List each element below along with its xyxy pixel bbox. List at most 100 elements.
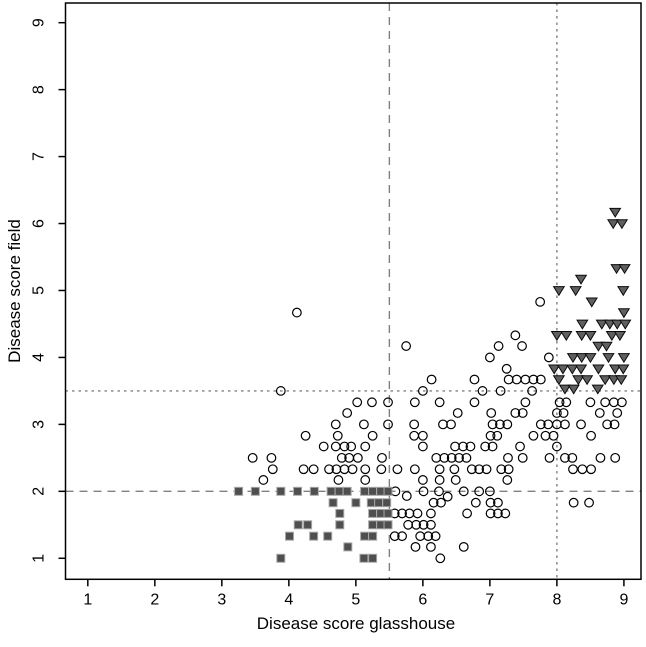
data-point-circle	[520, 374, 531, 385]
data-point-triangle	[591, 384, 604, 395]
y-tick-label: 5	[31, 286, 48, 295]
data-point-circle	[584, 497, 594, 508]
data-point-circle	[401, 341, 412, 351]
data-point-triangle	[574, 364, 588, 375]
data-point-circle	[360, 464, 371, 475]
data-point-square	[309, 531, 319, 541]
data-point-circle	[554, 397, 565, 408]
data-point-triangle	[602, 353, 615, 364]
data-point-triangle	[613, 331, 627, 342]
data-point-square	[303, 520, 313, 530]
data-point-triangle	[572, 375, 585, 386]
data-point-circle	[469, 374, 480, 385]
data-point-circle	[418, 519, 429, 530]
data-point-square	[360, 486, 370, 496]
data-point-triangle	[566, 364, 579, 375]
data-point-square	[383, 508, 393, 518]
data-point-square	[382, 498, 392, 508]
data-point-circle	[347, 464, 358, 475]
data-point-circle	[558, 408, 569, 418]
data-point-circle	[610, 452, 621, 463]
data-point-circle	[527, 386, 538, 396]
data-point-circle	[426, 508, 436, 519]
data-point-circle	[392, 464, 403, 475]
data-point-square	[368, 486, 378, 496]
data-point-circle	[360, 441, 371, 452]
data-point-circle	[426, 374, 437, 385]
data-point-square	[376, 508, 386, 518]
data-point-triangle	[603, 319, 617, 330]
data-point-square	[366, 498, 376, 508]
data-point-circle	[528, 374, 539, 385]
data-point-circle	[474, 464, 485, 475]
data-point-circle	[411, 519, 422, 530]
data-point-circle	[560, 419, 570, 430]
data-point-square	[342, 486, 352, 496]
data-point-circle	[470, 497, 481, 508]
data-point-square	[368, 520, 378, 530]
x-tick-label: 8	[552, 591, 561, 608]
data-point-circle	[434, 486, 444, 497]
y-tick-label: 8	[31, 85, 48, 94]
data-point-circle	[417, 475, 428, 485]
data-point-circle	[493, 497, 503, 508]
data-point-circle	[568, 497, 579, 508]
data-point-square	[323, 531, 333, 541]
data-point-circle	[503, 374, 514, 385]
data-point-square	[276, 486, 286, 496]
data-point-circle	[410, 541, 421, 552]
data-point-circle	[595, 452, 606, 463]
data-point-square	[383, 520, 393, 530]
data-point-circle	[560, 452, 570, 463]
data-point-triangle	[548, 364, 561, 375]
y-tick-label: 9	[31, 18, 48, 27]
data-point-triangle	[552, 286, 566, 297]
data-point-circle	[493, 341, 504, 351]
data-point-triangle	[607, 375, 621, 386]
data-point-circle	[267, 464, 278, 475]
data-point-triangle	[592, 364, 605, 375]
data-point-circle	[510, 330, 521, 341]
x-tick-label: 4	[284, 591, 293, 608]
data-point-circle	[503, 464, 514, 475]
x-tick-label: 9	[619, 591, 628, 608]
data-point-circle	[528, 430, 539, 441]
data-point-circle	[346, 441, 357, 452]
data-point-square	[293, 520, 303, 530]
data-point-triangle	[567, 384, 580, 395]
data-point-square	[250, 486, 260, 496]
data-point-circle	[339, 441, 350, 452]
data-point-circle	[535, 296, 546, 307]
data-point-circle	[561, 397, 572, 408]
data-point-triangle	[576, 319, 589, 330]
data-point-triangle	[618, 264, 631, 275]
data-point-circle	[291, 307, 302, 318]
data-point-circle	[415, 531, 426, 542]
data-point-circle	[510, 408, 521, 418]
data-point-circle	[486, 408, 497, 418]
x-tick-label: 1	[83, 591, 92, 608]
data-point-circle	[511, 374, 522, 385]
data-point-circle	[426, 519, 436, 530]
data-point-triangle	[595, 319, 608, 330]
data-point-triangle	[609, 364, 622, 375]
data-point-circle	[352, 452, 363, 463]
data-point-circle	[409, 397, 420, 408]
data-point-triangle	[609, 207, 622, 218]
data-point-square	[376, 520, 386, 530]
data-point-circle	[389, 531, 400, 542]
data-point-circle	[417, 430, 428, 441]
data-point-circle	[495, 419, 505, 430]
data-point-triangle	[615, 219, 629, 230]
data-point-circle	[435, 553, 446, 564]
data-point-circle	[594, 408, 605, 418]
data-point-triangle	[566, 353, 580, 364]
data-point-circle	[496, 464, 507, 475]
y-tick-label: 4	[31, 353, 48, 362]
data-point-circle	[418, 486, 429, 497]
data-point-circle	[544, 452, 555, 463]
y-tick-label: 1	[31, 554, 48, 563]
data-point-circle	[585, 397, 596, 408]
data-point-circle	[417, 441, 428, 452]
data-point-circle	[517, 341, 527, 351]
